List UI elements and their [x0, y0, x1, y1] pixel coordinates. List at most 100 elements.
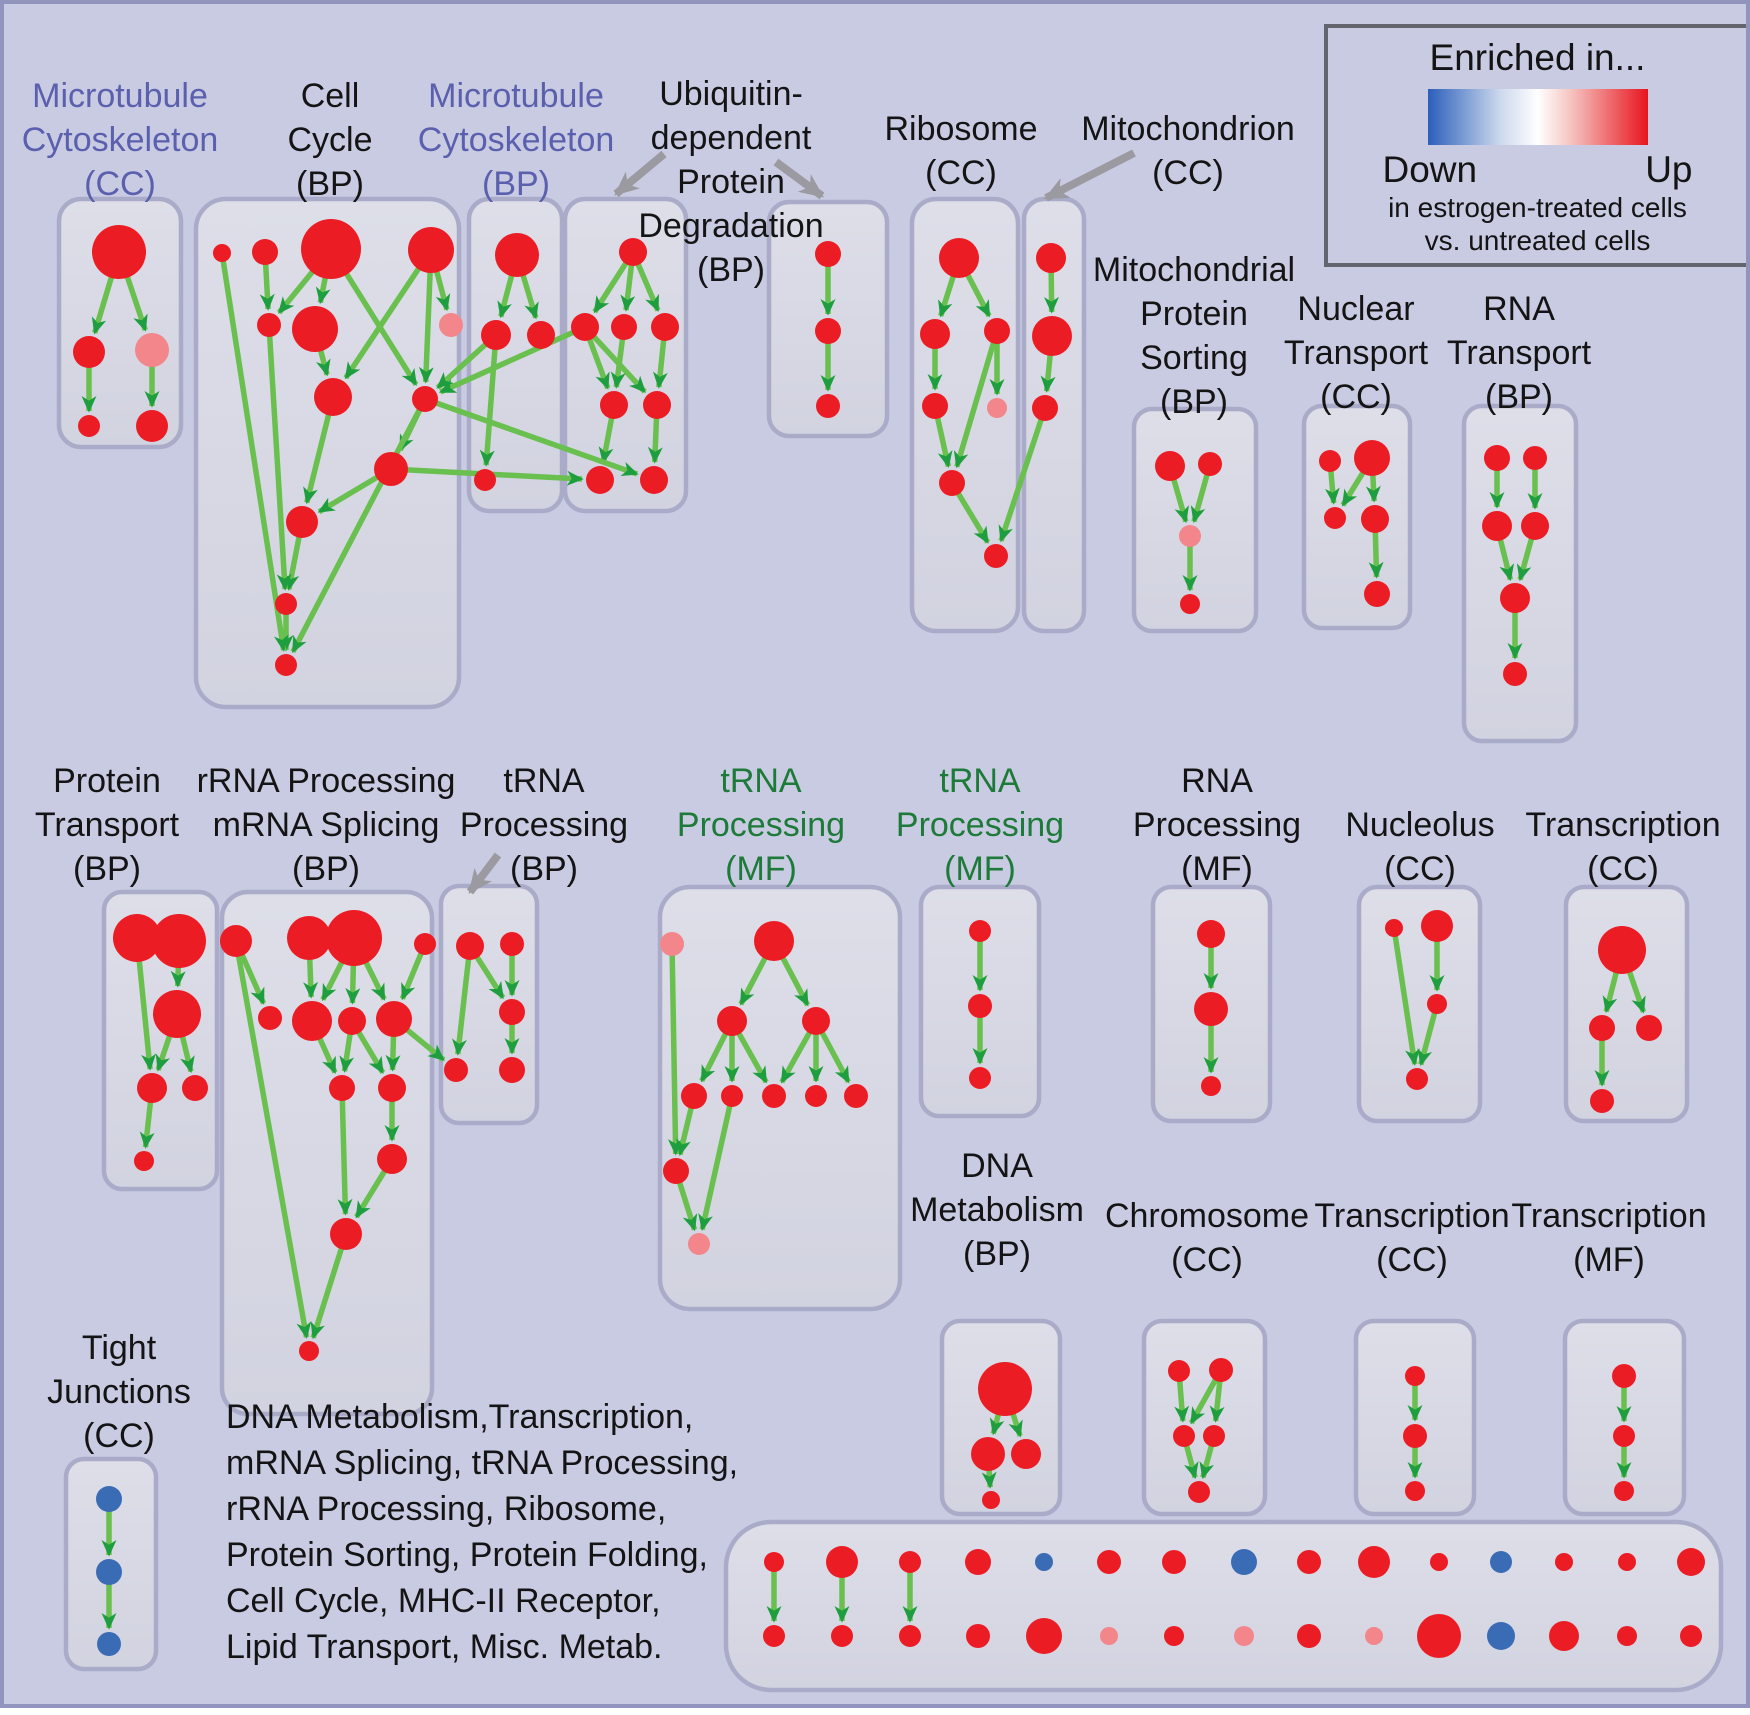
legend: Enriched in... Down Up in estrogen-treat…	[1324, 24, 1746, 267]
go-term-node	[802, 1007, 830, 1035]
go-term-node	[96, 1486, 122, 1512]
go-term-node	[96, 1559, 122, 1585]
go-term-node	[688, 1233, 710, 1255]
go-term-node	[978, 1362, 1032, 1416]
legend-up-label: Up	[1645, 149, 1693, 190]
go-term-node	[965, 1549, 991, 1575]
go-term-node	[1427, 994, 1447, 1014]
go-term-node	[1523, 446, 1547, 470]
go-term-node	[643, 391, 671, 419]
misc-categories-note: DNA Metabolism,Transcription, mRNA Splic…	[226, 1398, 739, 1666]
go-term-node	[314, 378, 352, 416]
go-term-node	[456, 932, 484, 960]
go-term-node	[1589, 1015, 1615, 1041]
go-term-node	[1035, 1553, 1053, 1571]
go-term-node	[1231, 1549, 1257, 1575]
go-term-node	[1500, 583, 1530, 613]
go-term-node	[301, 219, 361, 279]
go-term-node	[1168, 1360, 1190, 1382]
go-term-node	[1026, 1618, 1062, 1654]
go-term-node	[922, 393, 948, 419]
go-term-node	[474, 469, 496, 491]
label-pointer-arrow	[1043, 149, 1136, 202]
go-term-node	[1636, 1015, 1662, 1041]
edge-arrow	[219, 252, 289, 652]
go-term-node	[1209, 1358, 1233, 1382]
legend-title: Enriched in...	[1429, 37, 1646, 78]
legend-ends-row: Down Up	[1383, 149, 1693, 191]
go-term-node	[330, 1218, 362, 1250]
edge-arrow	[424, 396, 639, 477]
go-term-node	[663, 1158, 689, 1184]
label-pointer-arrow	[773, 158, 825, 200]
go-term-node	[1403, 1424, 1427, 1448]
go-term-node	[1364, 581, 1390, 607]
go-term-node	[1405, 1481, 1425, 1501]
go-term-node	[329, 1075, 355, 1101]
go-term-node	[681, 1083, 707, 1109]
go-term-node	[1011, 1439, 1041, 1469]
go-term-node	[1677, 1548, 1705, 1576]
go-term-node	[1319, 450, 1341, 472]
go-term-node	[1521, 512, 1549, 540]
network-canvas	[56, 149, 1724, 1693]
go-term-node	[1194, 992, 1228, 1026]
go-term-node	[968, 994, 992, 1018]
go-term-node	[1361, 505, 1389, 533]
go-term-node	[377, 1144, 407, 1174]
go-term-node	[374, 452, 408, 486]
go-term-node	[600, 391, 628, 419]
go-term-node	[844, 1084, 868, 1108]
go-term-node	[1617, 1626, 1637, 1646]
legend-down-label: Down	[1382, 149, 1478, 190]
go-term-node	[721, 1085, 743, 1107]
go-term-node	[1354, 440, 1390, 476]
legend-subtitle-line1: in estrogen-treated cells	[1388, 192, 1687, 223]
go-term-node	[220, 925, 252, 957]
go-term-node	[499, 1057, 525, 1083]
go-term-node	[1032, 395, 1058, 421]
go-term-node	[640, 466, 668, 494]
go-term-node	[286, 506, 318, 538]
go-term-node	[899, 1551, 921, 1573]
go-term-node	[611, 314, 637, 340]
go-term-node	[1203, 1425, 1225, 1447]
go-term-node	[1188, 1481, 1210, 1503]
go-term-node	[1590, 1089, 1614, 1113]
go-term-node	[764, 1552, 784, 1572]
edge-arrow	[953, 330, 1000, 469]
go-term-node	[1097, 1550, 1121, 1574]
go-term-node	[717, 1006, 747, 1036]
go-term-node	[287, 916, 331, 960]
go-term-node	[1173, 1425, 1195, 1447]
go-term-node	[481, 320, 511, 350]
edge-arrow	[1417, 1003, 1440, 1067]
go-term-node	[987, 398, 1007, 418]
go-term-node	[73, 336, 105, 368]
go-term-node	[182, 1075, 208, 1101]
go-term-node	[586, 466, 614, 494]
go-term-node	[1421, 910, 1453, 942]
go-term-node	[275, 654, 297, 676]
go-term-node	[258, 1006, 282, 1030]
go-term-node	[152, 914, 206, 968]
go-term-node	[1179, 525, 1201, 547]
go-term-node	[571, 313, 599, 341]
go-term-node	[1549, 1621, 1579, 1651]
edge-arrow	[343, 248, 434, 380]
cluster-box-misc-group	[723, 1519, 1724, 1693]
go-term-node	[1197, 920, 1225, 948]
label-pointer-arrow	[466, 852, 502, 895]
edge-arrow	[266, 324, 292, 591]
cluster-box-dna-metabolism-bp	[939, 1318, 1063, 1517]
edge-arrow	[698, 1095, 735, 1231]
go-term-node	[982, 1491, 1000, 1509]
go-term-node	[1155, 451, 1185, 481]
go-term-node	[1614, 1481, 1634, 1501]
go-term-node	[1430, 1553, 1448, 1571]
go-term-node	[899, 1625, 921, 1647]
cluster-box-protein-transport-bp	[101, 889, 220, 1192]
go-term-node	[252, 239, 278, 265]
edge-arrow	[438, 324, 587, 395]
go-term-node	[619, 238, 647, 266]
